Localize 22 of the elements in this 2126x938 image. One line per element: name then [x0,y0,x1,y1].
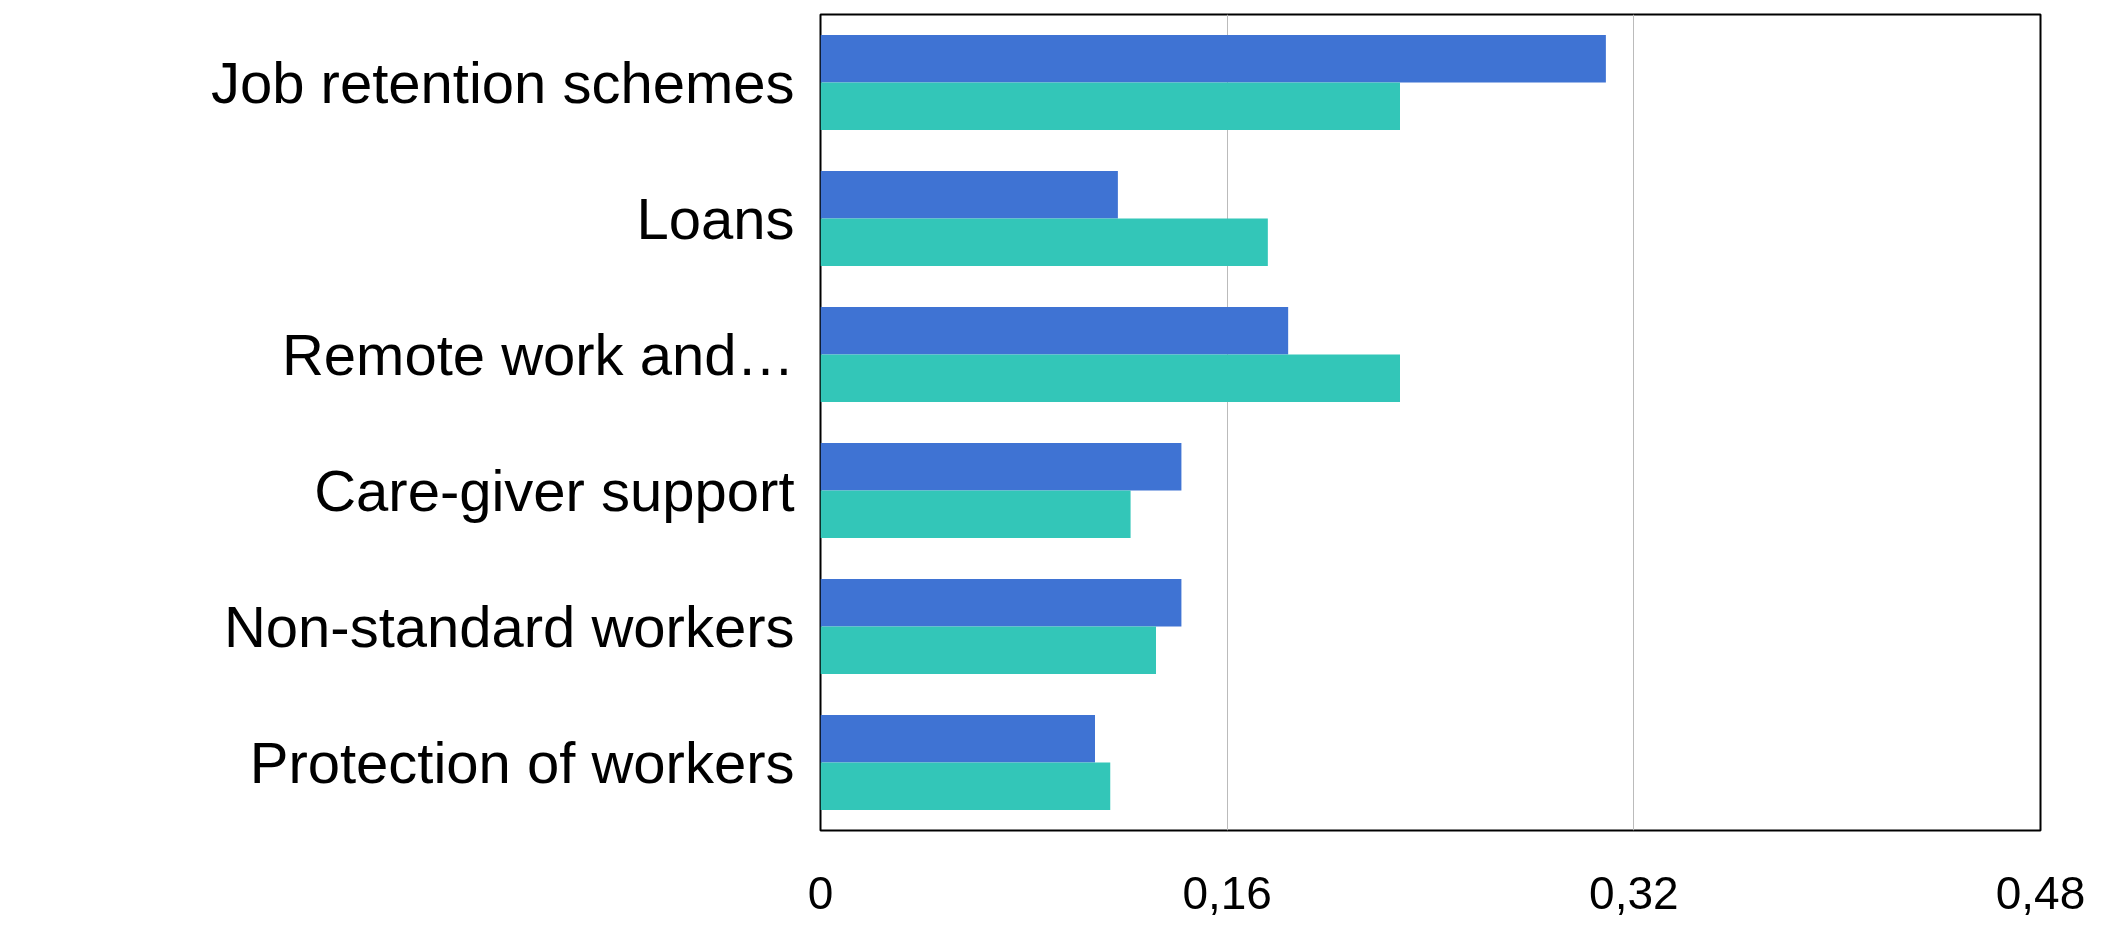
bar [820,442,1182,491]
bar [820,490,1131,539]
bar [820,82,1400,131]
bar [820,34,1606,83]
x-tick-label: 0 [807,866,834,919]
x-tick-label: 0,16 [1182,866,1272,919]
x-tick-label: 0,32 [1589,866,1679,919]
bar [820,762,1111,811]
y-tick-label: Loans [636,186,795,251]
bar [820,354,1400,403]
bar [820,306,1289,355]
y-tick-label: Care-giver support [314,458,795,523]
y-tick-label: Remote work and… [281,322,795,387]
bar [820,714,1095,763]
y-tick-label: Protection of workers [249,730,795,795]
y-tick-label: Job retention schemes [210,50,795,115]
bar [820,578,1182,627]
bar [820,218,1268,267]
x-tick-label: 0,48 [1995,866,2086,919]
bar [820,170,1118,219]
y-tick-label: Non-standard workers [223,594,795,659]
bar [820,626,1156,675]
